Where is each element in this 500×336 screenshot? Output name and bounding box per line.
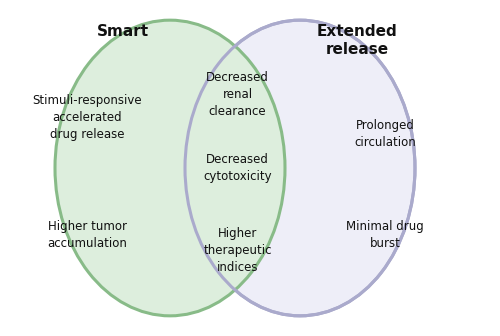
Ellipse shape: [55, 20, 285, 316]
Text: Higher
therapeutic
indices: Higher therapeutic indices: [203, 227, 272, 274]
Text: Decreased
cytotoxicity: Decreased cytotoxicity: [203, 153, 272, 183]
Text: Minimal drug
burst: Minimal drug burst: [346, 220, 424, 250]
Text: Decreased
renal
clearance: Decreased renal clearance: [206, 71, 269, 118]
Text: Higher tumor
accumulation: Higher tumor accumulation: [48, 220, 128, 250]
Text: Stimuli-responsive
accelerated
drug release: Stimuli-responsive accelerated drug rele…: [32, 94, 142, 141]
Text: Smart: Smart: [96, 25, 148, 39]
Text: Extended
release: Extended release: [317, 24, 398, 56]
Ellipse shape: [185, 20, 415, 316]
Text: Prolonged
circulation: Prolonged circulation: [354, 119, 416, 150]
